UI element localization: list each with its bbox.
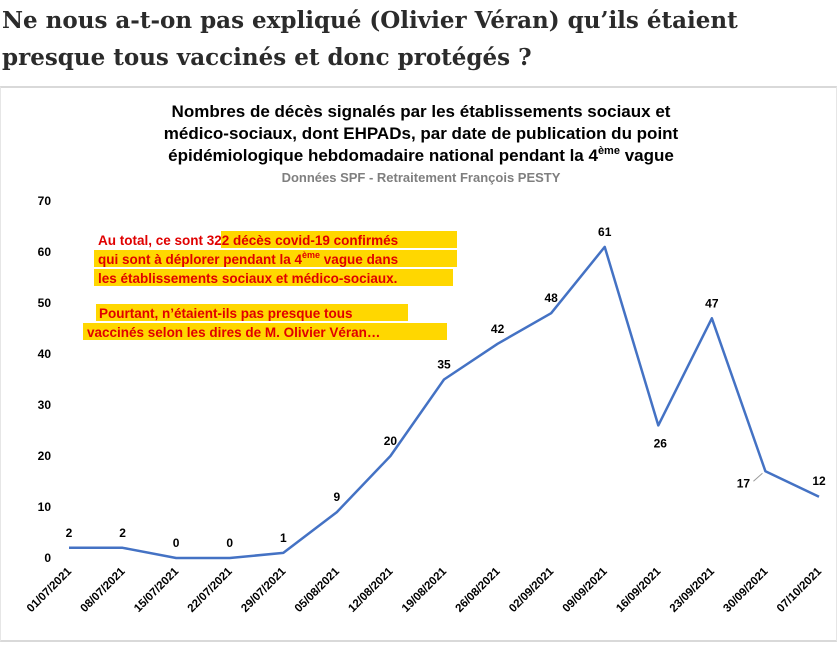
data-label: 20 <box>384 434 398 448</box>
chart-title-line-3-main: épidémiologique hebdomadaire national pe… <box>168 146 598 165</box>
annotation-highlight-4 <box>96 304 408 321</box>
annotation-line-2a: qui sont à déplorer pendant la 4 <box>98 252 303 267</box>
x-tick-label: 08/07/2021 <box>79 565 129 615</box>
y-tick-label: 10 <box>38 500 52 514</box>
x-tick-label: 01/07/2021 <box>25 565 75 615</box>
data-label: 47 <box>705 296 719 310</box>
annotation-line-2b: vague dans <box>320 252 398 267</box>
chart-title-superscript: ème <box>598 145 620 157</box>
data-label: 61 <box>598 225 612 239</box>
annotation-box-vaccinated: Pourtant, n’étaient-ils pas presque tous… <box>83 304 447 340</box>
chart-title-line-3: épidémiologique hebdomadaire national pe… <box>168 145 674 165</box>
x-tick-label: 07/10/2021 <box>775 565 825 615</box>
annotation-highlight-5 <box>83 323 447 340</box>
data-label: 26 <box>654 436 668 450</box>
data-label: 1 <box>280 531 287 545</box>
annotation-highlight-3 <box>94 269 453 286</box>
x-tick-label: 26/08/2021 <box>454 565 504 615</box>
annotation-box-total: Au total, ce sont 322 décès covid-19 con… <box>94 231 457 286</box>
annotation-line-1b: 322 décès covid-19 confirmés <box>207 233 398 248</box>
data-label: 0 <box>226 536 233 550</box>
data-label: 42 <box>491 322 505 336</box>
article-headline: Ne nous a-t-on pas expliqué (Olivier Vér… <box>2 2 832 76</box>
annotation-line-5: vaccinés selon les dires de M. Olivier V… <box>87 325 380 340</box>
line-chart: Nombres de décès signalés par les établi… <box>25 102 826 615</box>
x-tick-label: 09/09/2021 <box>561 565 611 615</box>
chart-title-line-2: médico-sociaux, dont EHPADs, par date de… <box>164 124 679 143</box>
chart-title-line-1: Nombres de décès signalés par les établi… <box>172 102 671 121</box>
y-tick-label: 0 <box>44 551 51 565</box>
data-label: 12 <box>812 474 826 488</box>
chart-title: Nombres de décès signalés par les établi… <box>164 102 679 185</box>
x-tick-label: 30/09/2021 <box>721 565 771 615</box>
x-tick-label: 29/07/2021 <box>239 565 289 615</box>
y-tick-label: 50 <box>38 296 52 310</box>
annotation-line-1: Au total, ce sont 322 décès covid-19 con… <box>98 233 398 248</box>
data-label: 48 <box>544 291 558 305</box>
x-tick-label: 16/09/2021 <box>614 565 664 615</box>
x-tick-label: 05/08/2021 <box>293 565 343 615</box>
data-label-leader <box>753 472 763 482</box>
data-label: 0 <box>173 536 180 550</box>
x-axis-ticks: 01/07/2021 08/07/2021 15/07/2021 22/07/2021… <box>25 565 825 615</box>
chart-subtitle: Données SPF - Retraitement François PEST… <box>282 170 561 185</box>
data-label: 17 <box>737 476 751 490</box>
annotation-highlight-1 <box>221 231 457 248</box>
annotation-line-2-sup: ème <box>302 250 320 260</box>
headline-line-2: presque tous vaccinés et donc protégés ? <box>2 44 532 71</box>
annotation-line-4: Pourtant, n’étaient-ils pas presque tous <box>99 306 353 321</box>
annotation-line-2: qui sont à déplorer pendant la 4ème vagu… <box>98 250 398 267</box>
x-tick-label: 02/09/2021 <box>507 565 557 615</box>
y-tick-label: 40 <box>38 347 52 361</box>
y-axis-ticks: 0 10 20 30 40 50 60 70 <box>38 194 52 565</box>
annotation-highlight-2 <box>94 250 457 267</box>
x-tick-label: 15/07/2021 <box>132 565 182 615</box>
chart-title-end: vague <box>620 146 674 165</box>
y-tick-label: 20 <box>38 449 52 463</box>
x-tick-label: 22/07/2021 <box>186 565 236 615</box>
series-line <box>69 245 820 560</box>
data-label: 2 <box>66 526 73 540</box>
x-tick-label: 23/09/2021 <box>668 565 718 615</box>
data-label: 9 <box>334 490 341 504</box>
data-label: 2 <box>119 526 126 540</box>
y-tick-label: 30 <box>38 398 52 412</box>
chart-figure: Nombres de décès signalés par les établi… <box>0 86 837 642</box>
data-label: 35 <box>437 358 451 372</box>
headline-line-1: Ne nous a-t-on pas expliqué (Olivier Vér… <box>2 7 738 34</box>
y-tick-label: 70 <box>38 194 52 208</box>
annotation-line-1a: Au total, ce sont <box>98 233 207 248</box>
x-tick-label: 12/08/2021 <box>346 565 396 615</box>
x-tick-label: 19/08/2021 <box>400 565 450 615</box>
y-tick-label: 60 <box>38 245 52 259</box>
data-label-leaders <box>753 472 763 482</box>
annotation-line-3: les établissements sociaux et médico-soc… <box>98 271 397 286</box>
